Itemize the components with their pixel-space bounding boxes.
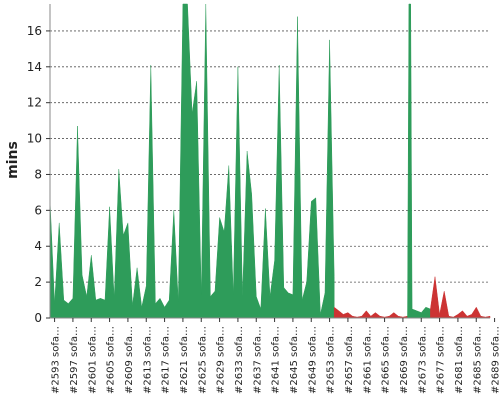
x-tick-label: #2617 sofa… — [161, 326, 172, 394]
x-tick-label: #2665 sofa… — [381, 326, 392, 394]
plot-area — [49, 3, 491, 319]
x-tick-label: #2601 sofa… — [87, 326, 98, 394]
y-axis-ticks: 0 2 4 6 8 10 12 14 16 — [27, 24, 50, 325]
series-area-1 — [333, 306, 408, 319]
x-tick-label: #2625 sofa… — [197, 326, 208, 394]
x-tick-label: #2645 sofa… — [289, 326, 300, 394]
x-tick-label: #2637 sofa… — [252, 326, 263, 394]
x-tick-label: #2641 sofa… — [271, 326, 282, 394]
x-tick-label: #2673 sofa… — [417, 326, 428, 394]
y-tick-label: 14 — [27, 60, 42, 74]
y-tick-label: 2 — [34, 275, 42, 289]
x-tick-label: #2633 sofa… — [234, 326, 245, 394]
y-tick-label: 12 — [27, 96, 42, 110]
x-tick-label: #2597 sofa… — [69, 326, 80, 394]
x-tick-label: #2609 sofa… — [124, 326, 135, 394]
x-tick-label: #2677 sofa… — [436, 326, 447, 394]
series-area-3 — [430, 276, 491, 319]
x-tick-label: #2649 sofa… — [307, 326, 318, 394]
x-tick-label: #2629 sofa… — [216, 326, 227, 394]
x-axis-ticks: #2593 sofa… #2597 sofa… #2601 sofa… #2605 s… — [51, 318, 500, 394]
x-tick-label: #2661 sofa… — [362, 326, 373, 394]
x-tick-label: #2669 sofa… — [399, 326, 410, 394]
x-tick-label: #2681 sofa… — [454, 326, 465, 394]
y-tick-label: 16 — [27, 24, 42, 38]
y-axis-title: mins — [5, 141, 21, 179]
x-tick-label: #2685 sofa… — [472, 326, 483, 394]
x-tick-label: #2657 sofa… — [344, 326, 355, 394]
series-area-2 — [407, 3, 431, 319]
x-tick-label: #2593 sofa… — [51, 326, 62, 394]
y-tick-label: 0 — [34, 311, 42, 325]
x-tick-label: #2621 sofa… — [179, 326, 190, 394]
y-tick-label: 4 — [34, 239, 42, 253]
y-tick-label: 6 — [34, 203, 42, 217]
y-tick-label: 8 — [34, 167, 42, 181]
x-tick-label: #2653 sofa… — [326, 326, 337, 394]
y-tick-label: 10 — [27, 132, 42, 146]
x-tick-label: #2605 sofa… — [106, 326, 117, 394]
series-area-0 — [49, 3, 335, 319]
axes — [49, 4, 490, 319]
x-tick-label: #2613 sofa… — [142, 326, 153, 394]
x-tick-label: #2689 sofa… — [491, 326, 500, 394]
